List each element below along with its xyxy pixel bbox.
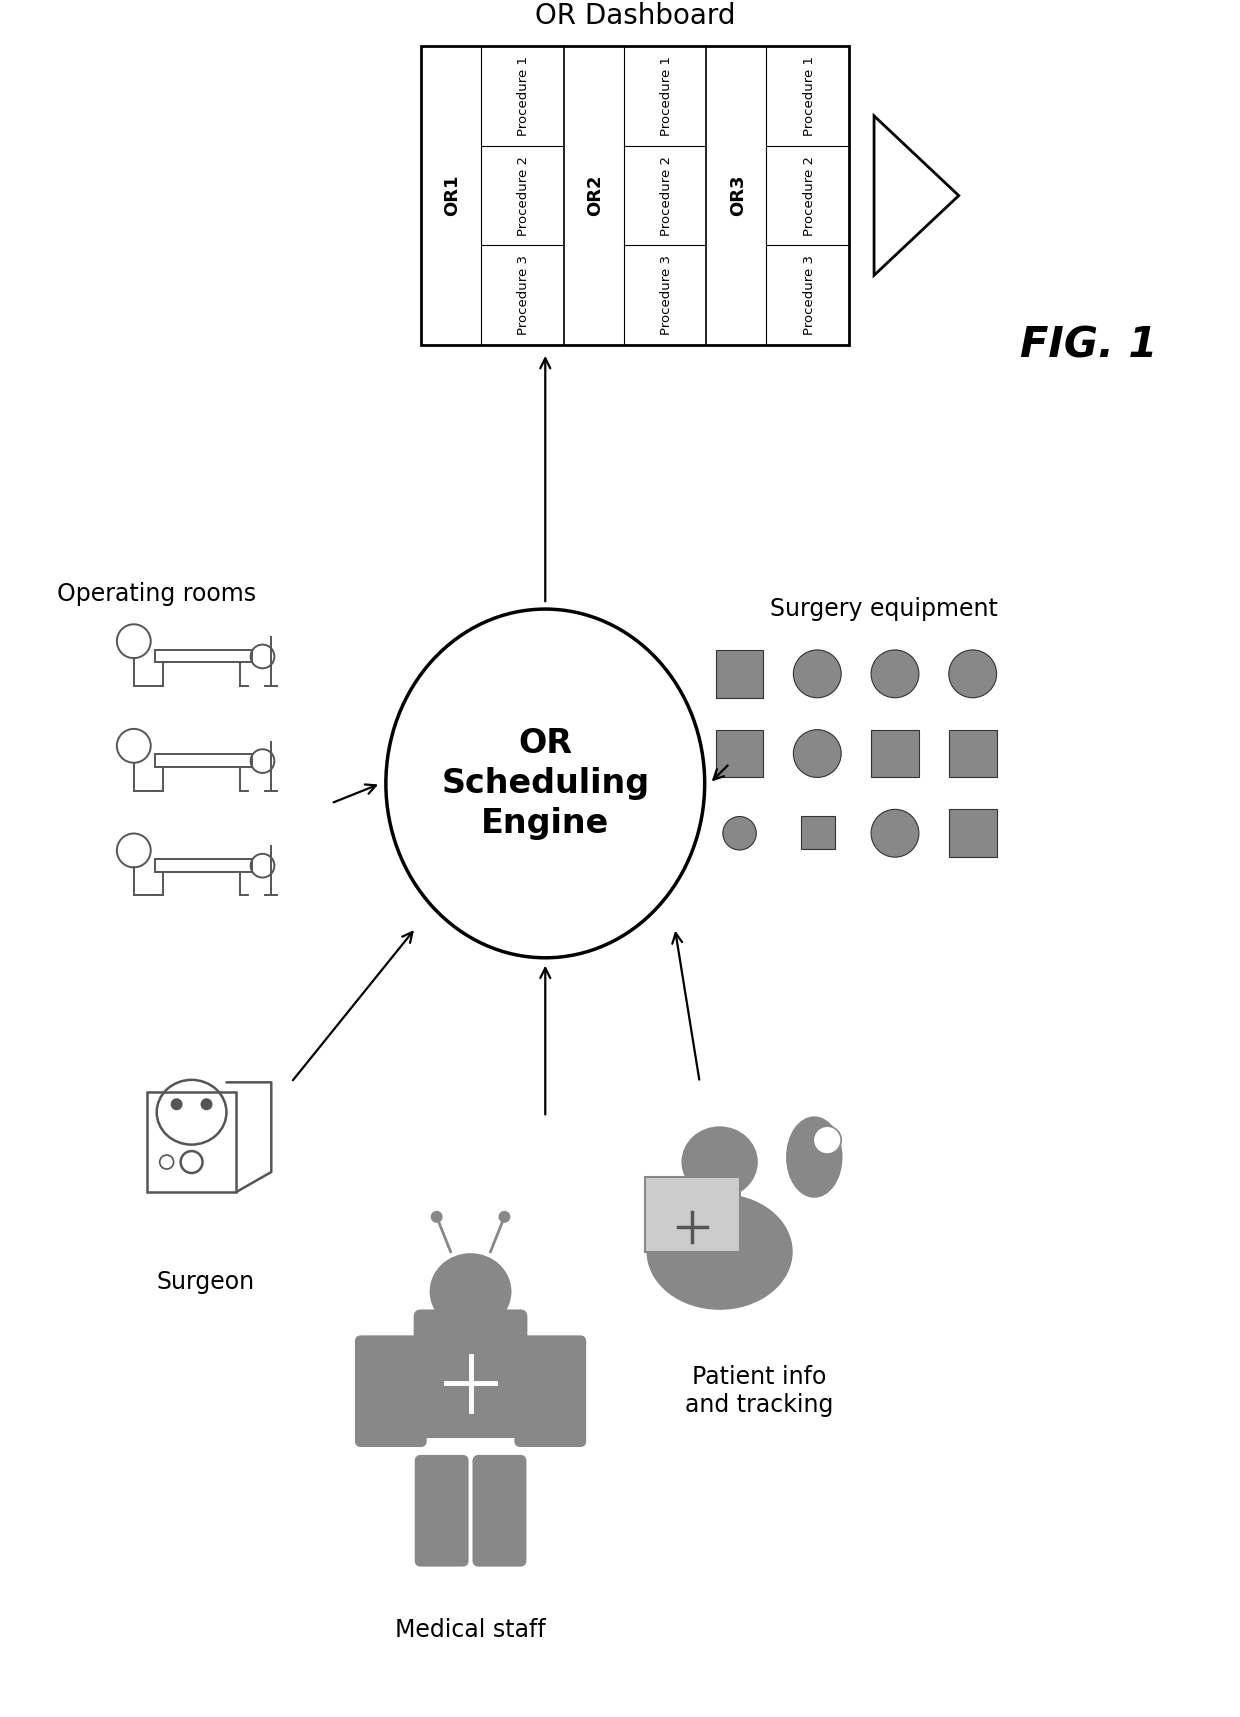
Text: Procedure 1: Procedure 1: [517, 57, 529, 136]
Text: Procedure 2: Procedure 2: [517, 156, 529, 235]
Text: OR3: OR3: [729, 175, 746, 216]
Bar: [420, 46, 849, 345]
Ellipse shape: [870, 651, 919, 697]
Bar: [870, 730, 919, 778]
Text: FIG. 1: FIG. 1: [1019, 325, 1157, 366]
Ellipse shape: [201, 1099, 212, 1111]
Bar: [715, 651, 764, 697]
FancyBboxPatch shape: [474, 1456, 526, 1566]
Ellipse shape: [430, 1253, 511, 1329]
Text: Surgery equipment: Surgery equipment: [770, 598, 998, 622]
Text: Surgeon: Surgeon: [156, 1269, 255, 1293]
Text: Procedure 3: Procedure 3: [517, 256, 529, 335]
Text: Procedure 1: Procedure 1: [660, 57, 673, 136]
FancyBboxPatch shape: [356, 1336, 425, 1446]
Bar: [645, 1176, 739, 1252]
Ellipse shape: [813, 1126, 841, 1154]
FancyBboxPatch shape: [516, 1336, 585, 1446]
Ellipse shape: [171, 1099, 182, 1111]
Text: OR Dashboard: OR Dashboard: [534, 2, 735, 31]
Text: OR2: OR2: [587, 175, 604, 216]
Bar: [146, 1092, 237, 1192]
Text: OR1: OR1: [443, 175, 461, 216]
Ellipse shape: [430, 1210, 443, 1223]
FancyBboxPatch shape: [415, 1456, 467, 1566]
Ellipse shape: [949, 651, 997, 697]
Text: Procedure 3: Procedure 3: [802, 256, 816, 335]
Ellipse shape: [794, 651, 841, 697]
Text: Procedure 1: Procedure 1: [802, 57, 816, 136]
Ellipse shape: [870, 809, 919, 857]
FancyBboxPatch shape: [414, 1310, 526, 1437]
Text: Engine: Engine: [481, 807, 609, 840]
Bar: [949, 730, 997, 778]
Bar: [715, 730, 764, 778]
Text: Procedure 3: Procedure 3: [660, 256, 673, 335]
Bar: [801, 816, 835, 850]
Bar: [155, 858, 253, 872]
Text: Scheduling: Scheduling: [441, 767, 650, 800]
Ellipse shape: [386, 610, 704, 958]
Text: Procedure 2: Procedure 2: [660, 156, 673, 235]
Text: Patient info
and tracking: Patient info and tracking: [686, 1365, 833, 1417]
Ellipse shape: [682, 1126, 756, 1197]
Text: OR: OR: [518, 726, 573, 761]
Ellipse shape: [723, 817, 756, 850]
Text: Procedure 2: Procedure 2: [802, 156, 816, 235]
Bar: [155, 754, 253, 767]
Text: Medical staff: Medical staff: [396, 1619, 546, 1643]
Text: Operating rooms: Operating rooms: [57, 582, 257, 606]
Bar: [155, 649, 253, 663]
Ellipse shape: [647, 1195, 792, 1308]
Ellipse shape: [787, 1118, 842, 1197]
Ellipse shape: [794, 730, 841, 778]
Bar: [949, 809, 997, 857]
Ellipse shape: [498, 1210, 511, 1223]
